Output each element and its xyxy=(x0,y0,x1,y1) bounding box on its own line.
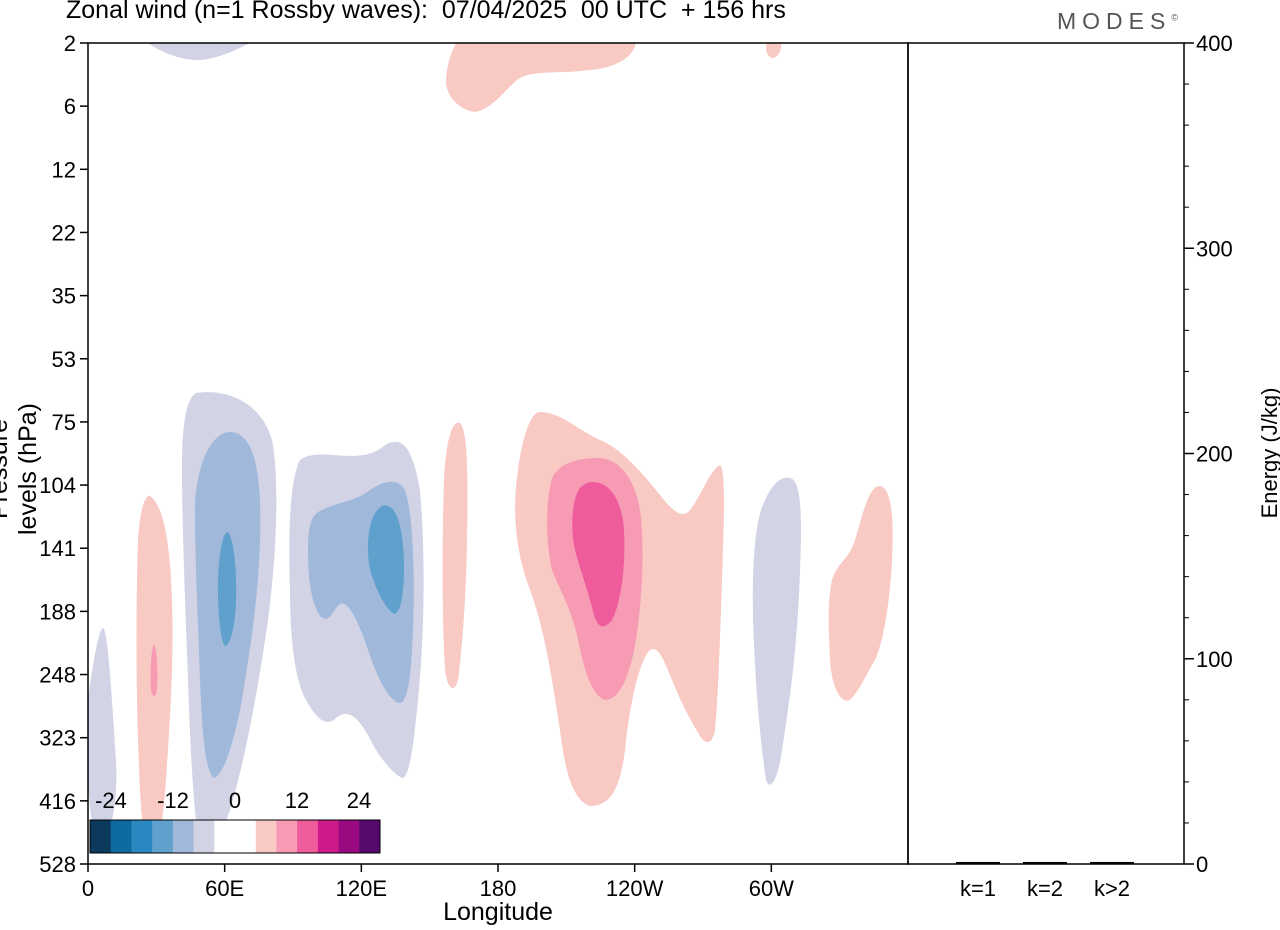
chart-title: Zonal wind (n=1 Rossby waves): 07/04/202… xyxy=(66,0,786,24)
energy-tick-label: 0 xyxy=(1196,852,1208,877)
energy-tick-label: 200 xyxy=(1196,442,1233,467)
y-tick-label: 248 xyxy=(39,663,76,688)
contour-neg-lavender-e xyxy=(752,477,801,785)
contour-pos-pink-small xyxy=(150,644,158,696)
colorbar-tick-label: -24 xyxy=(95,788,127,813)
y-tick-label: 35 xyxy=(52,284,76,309)
colorbar-tick-label: 12 xyxy=(285,788,309,813)
colorbar-swatch xyxy=(110,820,132,853)
x-tick-label: 60W xyxy=(749,876,794,901)
y-tick-label: 323 xyxy=(39,726,76,751)
y-tick-label: 75 xyxy=(52,410,76,435)
colorbar-tick-label: 24 xyxy=(347,788,371,813)
energy-tick-label: 100 xyxy=(1196,647,1233,672)
x-axis-label: Longitude xyxy=(443,898,553,926)
colorbar-swatch xyxy=(297,820,319,853)
y-tick-label: 528 xyxy=(39,852,76,877)
x-tick-label: 0 xyxy=(82,876,94,901)
energy-bar xyxy=(1090,861,1134,864)
energy-tick-label: 300 xyxy=(1196,236,1233,261)
pressure-ticks: 2 6 12 22 35 53 75 104 141 188 248 323 416 528 xyxy=(39,31,88,877)
energy-tick-label: 400 xyxy=(1196,31,1233,56)
energy-category-label: k>2 xyxy=(1094,876,1130,901)
colorbar-swatch xyxy=(172,820,195,853)
energy-bar xyxy=(956,861,1000,864)
colorbar-tick-label: 0 xyxy=(229,788,241,813)
y-tick-label: 2 xyxy=(64,31,76,56)
contour-pos-light-pink-d xyxy=(442,422,468,689)
y-tick-label: 53 xyxy=(52,347,76,372)
colorbar-swatch xyxy=(359,820,381,853)
colorbar-swatch xyxy=(255,820,277,853)
contour-neg-blue-b xyxy=(368,505,404,614)
colorbar-swatch xyxy=(317,820,340,853)
colorbar-swatch xyxy=(193,820,215,853)
longitude-ticks: 0 60E 120E 180 120W 60W xyxy=(82,864,794,901)
contour-neg-lavender-a xyxy=(148,43,250,60)
energy-bars: k=1 k=2 k>2 xyxy=(956,861,1134,901)
colorbar-swatch xyxy=(131,820,153,853)
colorbar-swatch xyxy=(276,820,298,853)
contour-neg-blue-a xyxy=(218,532,237,646)
contour-pos-light-pink-b xyxy=(446,43,636,112)
energy-category-label: k=2 xyxy=(1027,876,1063,901)
contour-pos-light-pink-c xyxy=(766,43,782,58)
contour-neg-lavender-b xyxy=(88,628,117,845)
energy-bar xyxy=(1023,861,1067,864)
contour-pos-light-pink-f xyxy=(828,486,893,701)
colorbar-tick-label: -12 xyxy=(157,788,189,813)
x-tick-label: 120W xyxy=(606,876,664,901)
x-tick-label: 180 xyxy=(480,876,517,901)
colorbar-frame xyxy=(89,819,381,854)
y-tick-label: 188 xyxy=(39,599,76,624)
y-tick-label: 104 xyxy=(39,473,76,498)
energy-plot-frame xyxy=(907,42,1185,865)
energy-ticks: 0 100 200 300 400 xyxy=(1184,31,1233,877)
colorbar-swatch xyxy=(235,820,257,853)
colorbar-swatch xyxy=(152,820,174,853)
colorbar: -24 -12 0 12 24 xyxy=(89,788,381,854)
colorbar-swatch xyxy=(214,820,236,853)
logo-text: MODES xyxy=(1057,8,1172,34)
colorbar-swatch xyxy=(338,820,360,853)
y-tick-label: 6 xyxy=(64,94,76,119)
logo-mark: © xyxy=(1171,12,1178,23)
contour-pos-hot-pink xyxy=(572,482,625,627)
y-tick-label: 416 xyxy=(39,789,76,814)
energy-category-label: k=1 xyxy=(960,876,996,901)
x-tick-label: 60E xyxy=(205,876,244,901)
y-tick-label: 22 xyxy=(52,220,76,245)
colorbar-swatch xyxy=(90,820,112,853)
contour-fills xyxy=(88,43,893,852)
y-tick-label: 141 xyxy=(39,536,76,561)
modes-logo: MODES© xyxy=(1057,8,1178,35)
x-tick-label: 120E xyxy=(336,876,387,901)
y-tick-label: 12 xyxy=(52,157,76,182)
